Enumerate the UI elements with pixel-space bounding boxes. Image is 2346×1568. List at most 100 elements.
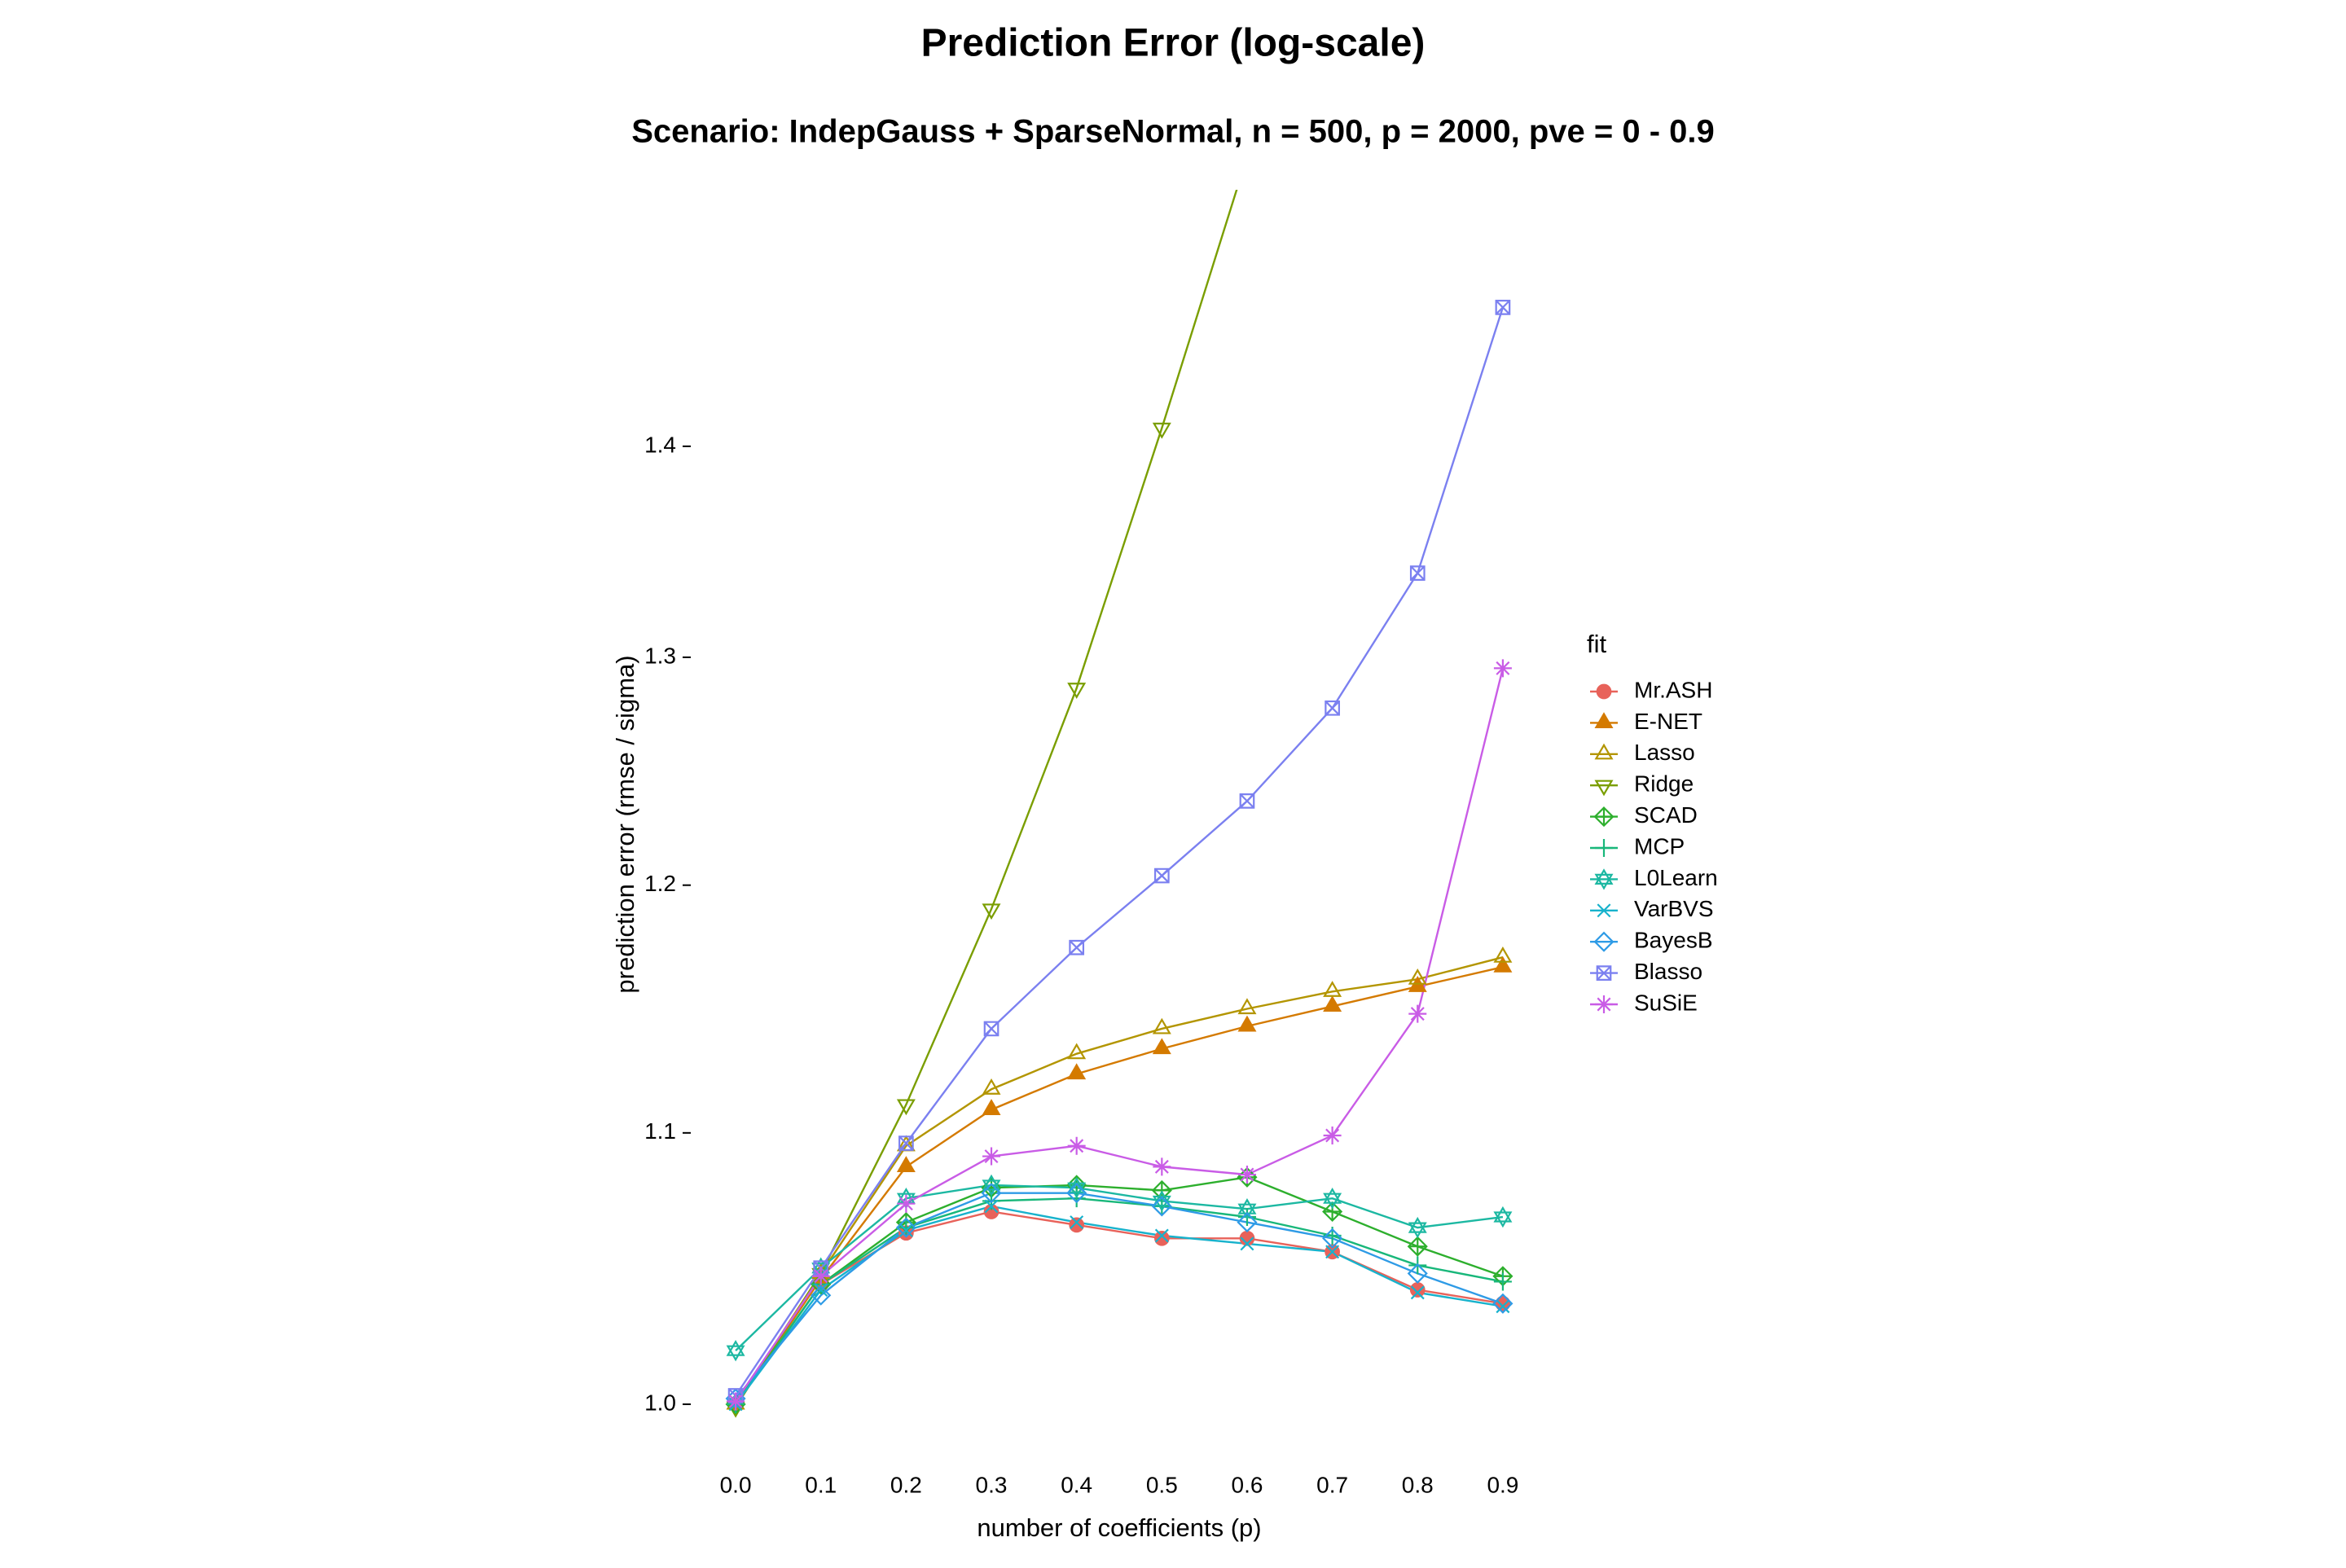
marker (1067, 1043, 1087, 1060)
y-tick-label: 1.3 (644, 643, 676, 668)
marker (1594, 868, 1614, 890)
marker (1408, 1216, 1427, 1239)
legend-label: VarBVS (1634, 896, 1714, 921)
marker (1323, 981, 1342, 997)
marker (897, 1194, 916, 1213)
marker (1237, 1212, 1258, 1233)
series-line (735, 956, 1504, 1405)
marker (1594, 780, 1614, 797)
marker (1069, 1217, 1085, 1233)
marker (1066, 1183, 1087, 1204)
chart-subtitle: Scenario: IndepGauss + SparseNormal, n =… (631, 114, 1715, 150)
marker (1595, 839, 1613, 857)
series-line (735, 190, 1238, 1408)
marker (1593, 931, 1615, 952)
marker (982, 903, 1001, 920)
marker (1492, 1293, 1513, 1314)
series-line (735, 966, 1504, 1405)
marker (814, 1283, 828, 1297)
marker (1495, 300, 1511, 315)
marker (1067, 683, 1087, 699)
marker (1594, 743, 1614, 760)
y-axis-label: prediction error (rmse / sigma) (611, 655, 639, 993)
x-tick-label: 0.0 (720, 1472, 752, 1497)
marker (1237, 1015, 1257, 1032)
series-line (735, 307, 1505, 1397)
marker (1325, 1245, 1340, 1259)
marker (1067, 1063, 1087, 1080)
marker (1237, 1166, 1256, 1184)
marker (1410, 1285, 1425, 1300)
marker (1239, 1231, 1255, 1246)
marker (811, 1285, 832, 1306)
legend-label: MCP (1634, 833, 1685, 859)
series-line (735, 1184, 1504, 1352)
marker (1153, 1157, 1171, 1176)
marker (1152, 422, 1171, 439)
marker (1409, 1282, 1426, 1298)
series-line (735, 1210, 1504, 1405)
marker (1067, 1136, 1086, 1155)
marker (1069, 939, 1085, 955)
marker (1152, 1017, 1171, 1034)
marker (1493, 1206, 1513, 1228)
x-axis-label: number of coefficients (p) (977, 1513, 1261, 1542)
marker (896, 1099, 916, 1116)
marker (1597, 903, 1611, 918)
marker (984, 1199, 999, 1214)
marker (1325, 700, 1340, 716)
x-tick-label: 0.5 (1146, 1472, 1178, 1497)
marker (898, 1135, 914, 1151)
marker (896, 1156, 916, 1172)
marker (1152, 1038, 1171, 1055)
marker (982, 1147, 1001, 1166)
marker (1153, 867, 1170, 884)
marker (983, 1204, 999, 1219)
marker (1239, 793, 1255, 809)
marker (1240, 1236, 1254, 1251)
legend-label: SCAD (1634, 802, 1698, 828)
marker (897, 1219, 916, 1237)
marker (1596, 683, 1612, 700)
series-line (735, 1192, 1504, 1399)
marker (1408, 968, 1427, 985)
marker (1409, 565, 1426, 581)
y-tick-label: 1.4 (644, 432, 676, 457)
marker (982, 1099, 1001, 1115)
marker (1493, 659, 1512, 678)
marker (1151, 1196, 1172, 1217)
marker (726, 1339, 745, 1362)
marker (1407, 1236, 1428, 1257)
series-line (735, 1197, 1504, 1405)
y-tick-label: 1.0 (644, 1390, 676, 1415)
marker (1496, 1299, 1510, 1314)
marker (898, 1223, 913, 1237)
x-tick-label: 0.6 (1232, 1472, 1263, 1497)
marker (982, 1078, 1001, 1095)
legend-label: Mr.ASH (1634, 677, 1712, 702)
marker (1237, 998, 1257, 1015)
legend-title: fit (1587, 630, 1607, 658)
series-line (735, 668, 1505, 1403)
x-tick-label: 0.2 (890, 1472, 922, 1497)
marker (1493, 955, 1513, 973)
series-line (735, 1176, 1504, 1405)
marker (1493, 947, 1513, 963)
legend-label: E-NET (1634, 709, 1702, 734)
series-line (735, 1205, 1504, 1405)
plot-panel (725, 190, 1513, 1418)
x-tick-label: 0.4 (1061, 1472, 1092, 1497)
marker (1407, 1263, 1428, 1284)
legend-label: Blasso (1634, 959, 1702, 984)
marker (1154, 1228, 1169, 1243)
y-tick-label: 1.2 (644, 871, 676, 896)
marker (1323, 995, 1342, 1012)
legend-label: Lasso (1634, 740, 1695, 765)
x-tick-label: 0.1 (805, 1472, 837, 1497)
y-tick-label: 1.1 (644, 1118, 676, 1144)
x-tick-label: 0.3 (976, 1472, 1008, 1497)
marker (811, 1267, 830, 1285)
marker (895, 1217, 916, 1238)
